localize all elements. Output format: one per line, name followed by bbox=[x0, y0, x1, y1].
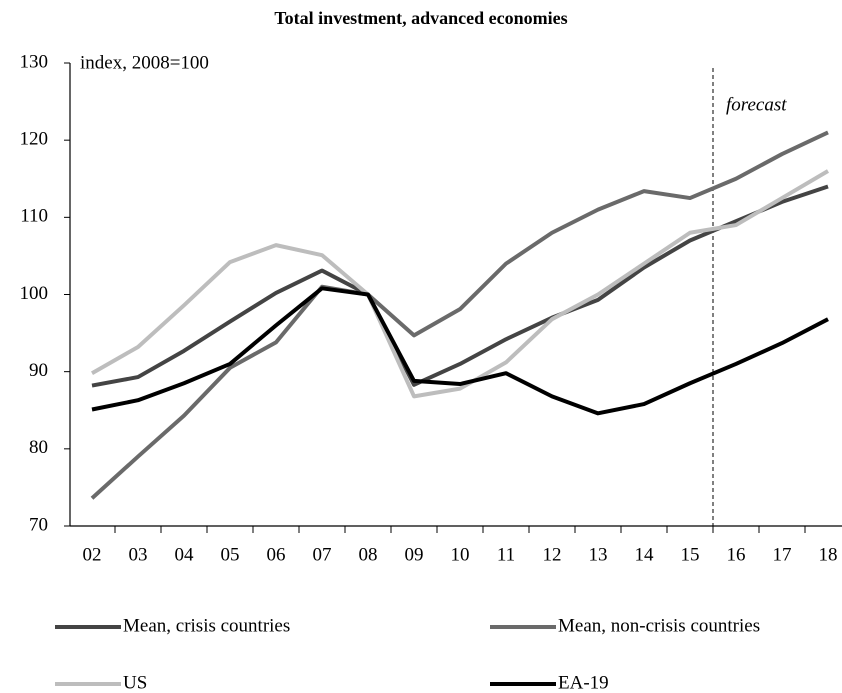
y-tick-label: 130 bbox=[20, 51, 49, 72]
y-tick-label: 90 bbox=[29, 360, 48, 381]
series-line bbox=[91, 286, 829, 416]
x-tick-label: 14 bbox=[635, 544, 655, 565]
series-line bbox=[91, 169, 830, 399]
forecast-label: forecast bbox=[726, 94, 787, 115]
x-tick-label: 15 bbox=[681, 544, 700, 565]
legend-label: Mean, non-crisis countries bbox=[558, 615, 760, 636]
y-tick-label: 70 bbox=[29, 514, 48, 535]
y-tick-label: 80 bbox=[29, 437, 48, 458]
x-tick-label: 18 bbox=[819, 544, 838, 565]
x-tick-label: 16 bbox=[727, 544, 746, 565]
y-axis-label: index, 2008=100 bbox=[80, 52, 209, 73]
legend-label: Mean, crisis countries bbox=[123, 615, 290, 636]
chart-title: Total investment, advanced economies bbox=[274, 8, 567, 28]
series-line bbox=[90, 130, 829, 500]
x-tick-label: 10 bbox=[451, 544, 470, 565]
x-tick-label: 13 bbox=[589, 544, 608, 565]
legend-label: EA-19 bbox=[558, 672, 609, 693]
x-tick-label: 05 bbox=[221, 544, 240, 565]
series-line bbox=[91, 184, 829, 388]
x-tick-label: 07 bbox=[313, 544, 332, 565]
x-tick-label: 02 bbox=[83, 544, 102, 565]
legend-label: US bbox=[123, 672, 147, 693]
x-tick-label: 11 bbox=[497, 544, 515, 565]
y-tick-label: 100 bbox=[20, 283, 49, 304]
x-tick-label: 12 bbox=[543, 544, 562, 565]
x-tick-label: 17 bbox=[773, 544, 792, 565]
y-tick-label: 110 bbox=[20, 206, 48, 227]
x-tick-label: 04 bbox=[175, 544, 195, 565]
x-tick-label: 08 bbox=[359, 544, 378, 565]
x-tick-label: 03 bbox=[129, 544, 148, 565]
x-tick-label: 06 bbox=[267, 544, 286, 565]
x-tick-label: 09 bbox=[405, 544, 424, 565]
y-tick-label: 120 bbox=[20, 129, 49, 150]
